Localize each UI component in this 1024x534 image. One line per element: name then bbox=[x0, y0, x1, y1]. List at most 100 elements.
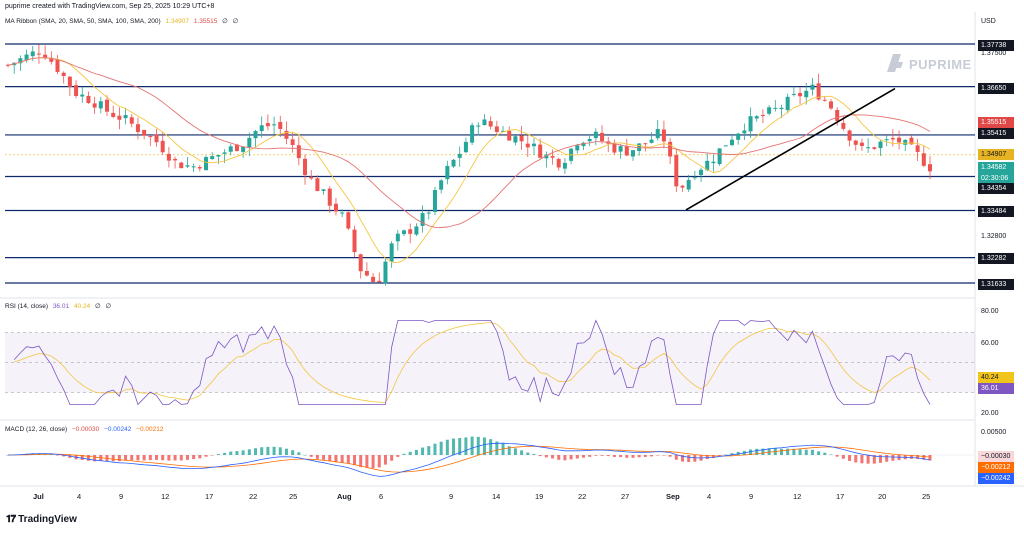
candle-body bbox=[154, 134, 159, 143]
macd-histogram-bar bbox=[612, 455, 616, 457]
candle-body bbox=[166, 153, 171, 161]
candle-body bbox=[507, 130, 512, 141]
candle-body bbox=[736, 133, 741, 140]
macd-histogram-bar bbox=[637, 455, 641, 458]
currency-label: USD bbox=[981, 18, 996, 25]
rsi-legend[interactable]: RSI (14, close) 36.01 40.24 ∅ ∅ bbox=[5, 302, 114, 310]
macd-histogram-bar bbox=[309, 455, 313, 457]
candle-body bbox=[402, 230, 407, 235]
macd-histogram-bar bbox=[551, 455, 555, 459]
macd-signal-tag: −0.00212 bbox=[978, 462, 1014, 473]
macd-histogram-bar bbox=[606, 455, 610, 457]
macd-histogram-bar bbox=[427, 446, 431, 455]
time-axis-label: 4 bbox=[707, 492, 712, 501]
macd-histogram-bar bbox=[885, 455, 889, 462]
candle-body bbox=[470, 125, 475, 143]
candle-body bbox=[315, 178, 320, 192]
sma50-line bbox=[7, 57, 931, 228]
candle-body bbox=[74, 85, 79, 97]
price-tag-7: 1.34354 bbox=[978, 183, 1014, 194]
macd-histogram-bar bbox=[532, 453, 536, 455]
candle-body bbox=[432, 190, 437, 212]
rsi-band bbox=[5, 332, 975, 393]
candle-body bbox=[253, 131, 258, 139]
candle-body bbox=[773, 107, 778, 109]
candle-body bbox=[309, 176, 314, 179]
chart-caption: puprime created with TradingView.com, Se… bbox=[5, 3, 215, 10]
candle-body bbox=[389, 243, 394, 262]
time-axis-label: 19 bbox=[535, 492, 544, 501]
candle-body bbox=[550, 156, 555, 158]
macd-hist-value: −0.00030 bbox=[71, 426, 100, 433]
candle-body bbox=[160, 140, 165, 153]
macd-histogram-bar bbox=[359, 455, 363, 468]
macd-histogram-bar bbox=[272, 446, 276, 455]
macd-histogram-bar bbox=[167, 455, 171, 461]
macd-histogram-bar bbox=[241, 450, 245, 455]
macd-histogram-bar bbox=[922, 455, 926, 460]
candle-body bbox=[791, 93, 796, 95]
macd-histogram-bar bbox=[62, 455, 66, 457]
macd-histogram-bar bbox=[662, 455, 666, 456]
candle-body bbox=[426, 212, 431, 214]
macd-histogram-bar bbox=[779, 448, 783, 455]
price-tag-1: 1.36650 bbox=[978, 83, 1014, 94]
candle-body bbox=[785, 96, 790, 111]
candle-body bbox=[222, 152, 227, 154]
macd-histogram-bar bbox=[458, 438, 462, 455]
candle-body bbox=[556, 158, 561, 168]
macd-histogram-bar bbox=[297, 452, 301, 455]
candle-body bbox=[18, 58, 23, 64]
candle-body bbox=[668, 141, 673, 157]
candle-body bbox=[451, 159, 456, 167]
macd-histogram-bar bbox=[804, 449, 808, 455]
macd-histogram-bar bbox=[730, 453, 734, 455]
price-tag-8: 1.33484 bbox=[978, 206, 1014, 217]
macd-line bbox=[7, 442, 931, 477]
ma-ribbon-value-1: 1.34907 bbox=[165, 18, 190, 25]
candle-body bbox=[655, 128, 660, 139]
candle-body bbox=[148, 136, 153, 138]
macd-histogram-bar bbox=[767, 448, 771, 455]
macd-histogram-bar bbox=[124, 455, 128, 461]
candle-body bbox=[859, 142, 864, 147]
macd-histogram-bar bbox=[260, 447, 264, 455]
candle-body bbox=[538, 144, 543, 158]
rsi-signal-tag: 40.24 bbox=[978, 372, 1014, 383]
rsi-signal-line bbox=[14, 322, 931, 404]
macd-histogram-bar bbox=[891, 455, 895, 461]
candle-body bbox=[835, 109, 840, 122]
candle-body bbox=[915, 145, 920, 152]
macd-histogram-bar bbox=[390, 455, 394, 461]
macd-histogram-bar bbox=[557, 455, 561, 460]
candle-body bbox=[457, 153, 462, 158]
candle-body bbox=[680, 185, 685, 188]
macd-histogram-bar bbox=[495, 441, 499, 455]
macd-histogram-bar bbox=[835, 455, 839, 457]
macd-histogram-bar bbox=[328, 455, 332, 462]
candle-body bbox=[705, 160, 710, 171]
candle-body bbox=[878, 141, 883, 149]
macd-histogram-bar bbox=[204, 455, 208, 457]
sma20-line bbox=[7, 57, 931, 264]
macd-histogram-bar bbox=[210, 455, 214, 456]
candle-body bbox=[674, 155, 679, 187]
macd-histogram-bar bbox=[792, 448, 796, 455]
price-tag-0: 1.37738 bbox=[978, 40, 1014, 51]
candle-body bbox=[265, 123, 270, 127]
candle-body bbox=[445, 165, 450, 180]
macd-histogram-bar bbox=[408, 451, 412, 455]
macd-legend[interactable]: MACD (12, 26, close) −0.00030 −0.00242 −… bbox=[5, 426, 166, 433]
candle-body bbox=[618, 146, 623, 152]
price-tag-4: 1.34907 bbox=[978, 149, 1014, 160]
price-tick-1: 1.37500 bbox=[981, 50, 1007, 57]
candle-body bbox=[822, 99, 827, 101]
ma-ribbon-legend[interactable]: MA Ribbon (SMA, 20, SMA, 50, SMA, 100, S… bbox=[5, 17, 241, 25]
rsi-value-tag: 36.01 bbox=[978, 383, 1014, 394]
candle-body bbox=[185, 165, 190, 167]
ma-ribbon-value-2: 1.35515 bbox=[193, 18, 218, 25]
candle-body bbox=[921, 153, 926, 166]
candle-body bbox=[872, 147, 877, 149]
macd-histogram-bar bbox=[544, 455, 548, 458]
